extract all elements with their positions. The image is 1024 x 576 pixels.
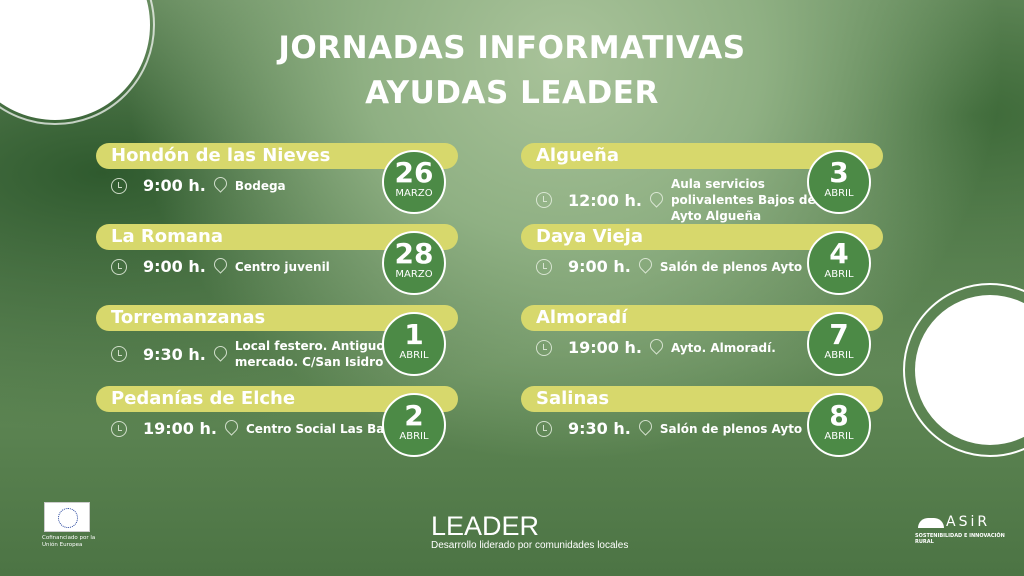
location-pin-icon: [647, 188, 666, 208]
event-time: 9:00 h.: [143, 176, 206, 195]
clock-icon: [111, 420, 127, 437]
event-left-2: Torremanzanas 9:30 h. Local festero. Ant…: [96, 305, 466, 385]
event-left-0: Hondón de las Nieves 9:00 h. Bodega 26 M…: [96, 143, 466, 223]
date-month: ABRIL: [824, 269, 854, 280]
location-pin-icon: [211, 174, 230, 193]
date-day: 7: [829, 318, 849, 351]
event-left-3: Pedanías de Elche 19:00 h. Centro Social…: [96, 386, 466, 466]
event-info: 9:30 h. Salón de plenos Ayto: [536, 417, 803, 438]
date-month: MARZO: [395, 188, 433, 199]
event-time: 9:30 h.: [143, 344, 206, 364]
event-info: 9:30 h. Local festero. Antiguo mercado. …: [111, 338, 395, 370]
event-info: 19:00 h. Centro Social Las Bayas: [111, 417, 408, 438]
asir-mountain-icon: [918, 518, 944, 528]
eu-stars-icon: [58, 508, 78, 528]
event-place: Centro Social Las Bayas: [245, 421, 408, 436]
event-place: Salón de plenos Ayto: [659, 259, 803, 274]
date-badge: 8 ABRIL: [807, 393, 871, 457]
event-info: 12:00 h. Aula servicios polivalentes Baj…: [536, 176, 831, 224]
date-badge: 7 ABRIL: [807, 312, 871, 376]
event-left-1: La Romana 9:00 h. Centro juvenil 28 MARZ…: [96, 224, 466, 304]
date-day: 3: [829, 156, 849, 189]
date-badge: 2 ABRIL: [382, 393, 446, 457]
asir-subtitle: SOSTENIBILIDAD E INNOVACIÓN RURAL: [915, 533, 1005, 545]
event-time: 19:00 h.: [568, 338, 642, 357]
event-right-3: Salinas 9:30 h. Salón de plenos Ayto 8 A…: [521, 386, 891, 466]
date-month: ABRIL: [824, 188, 854, 199]
location-pin-icon: [211, 255, 230, 274]
asir-logo: ASiR: [946, 514, 991, 530]
event-time: 19:00 h.: [143, 419, 217, 438]
eu-logo: [44, 502, 90, 532]
clock-icon: [536, 192, 552, 208]
location-pin-icon: [222, 417, 241, 436]
location-pin-icon: [647, 336, 666, 355]
event-place: Ayto. Almoradí.: [670, 340, 776, 355]
event-time: 9:00 h.: [568, 257, 631, 276]
clock-icon: [536, 258, 552, 275]
event-place: Local festero. Antiguo mercado. C/San Is…: [234, 339, 385, 369]
date-month: ABRIL: [399, 431, 429, 442]
date-day: 26: [394, 156, 434, 189]
event-info: 9:00 h. Salón de plenos Ayto: [536, 255, 803, 276]
date-badge: 4 ABRIL: [807, 231, 871, 295]
date-month: ABRIL: [824, 350, 854, 361]
title-line-1: JORNADAS INFORMATIVAS: [278, 30, 746, 66]
event-info: 19:00 h. Ayto. Almoradí.: [536, 336, 776, 357]
leader-subtitle: Desarrollo liderado por comunidades loca…: [431, 540, 629, 551]
event-place: Salón de plenos Ayto: [659, 421, 803, 436]
event-info: 9:00 h. Centro juvenil: [111, 255, 330, 276]
date-badge: 1 ABRIL: [382, 312, 446, 376]
date-badge: 3 ABRIL: [807, 150, 871, 214]
event-time: 12:00 h.: [568, 190, 642, 210]
event-place: Aula servicios polivalentes Bajos del Ay…: [670, 177, 820, 223]
decorative-ring-right: [903, 283, 1024, 457]
location-pin-icon: [636, 255, 655, 274]
date-badge: 28 MARZO: [382, 231, 446, 295]
title-line-2: AYUDAS LEADER: [365, 75, 659, 111]
clock-icon: [111, 258, 127, 275]
event-right-0: Algueña 12:00 h. Aula servicios polivale…: [521, 143, 891, 223]
clock-icon: [536, 339, 552, 356]
location-pin-icon: [211, 342, 230, 362]
date-day: 2: [404, 399, 424, 432]
event-place: Centro juvenil: [234, 259, 330, 274]
town-name: Salinas: [521, 386, 883, 412]
date-month: MARZO: [395, 269, 433, 280]
date-month: ABRIL: [824, 431, 854, 442]
clock-icon: [111, 177, 127, 194]
event-info: 9:00 h. Bodega: [111, 174, 286, 195]
clock-icon: [111, 346, 127, 362]
event-right-2: Almoradí 19:00 h. Ayto. Almoradí. 7 ABRI…: [521, 305, 891, 385]
date-day: 4: [829, 237, 849, 270]
date-day: 8: [829, 399, 849, 432]
event-place: Bodega: [234, 178, 286, 193]
eu-caption: Cofinanciado por la Unión Europea: [42, 535, 96, 548]
date-badge: 26 MARZO: [382, 150, 446, 214]
leader-logo: LEADER: [431, 511, 540, 541]
event-right-1: Daya Vieja 9:00 h. Salón de plenos Ayto …: [521, 224, 891, 304]
location-pin-icon: [636, 417, 655, 436]
date-day: 28: [394, 237, 434, 270]
event-time: 9:00 h.: [143, 257, 206, 276]
date-day: 1: [404, 318, 424, 351]
clock-icon: [536, 420, 552, 437]
event-time: 9:30 h.: [568, 419, 631, 438]
date-month: ABRIL: [399, 350, 429, 361]
